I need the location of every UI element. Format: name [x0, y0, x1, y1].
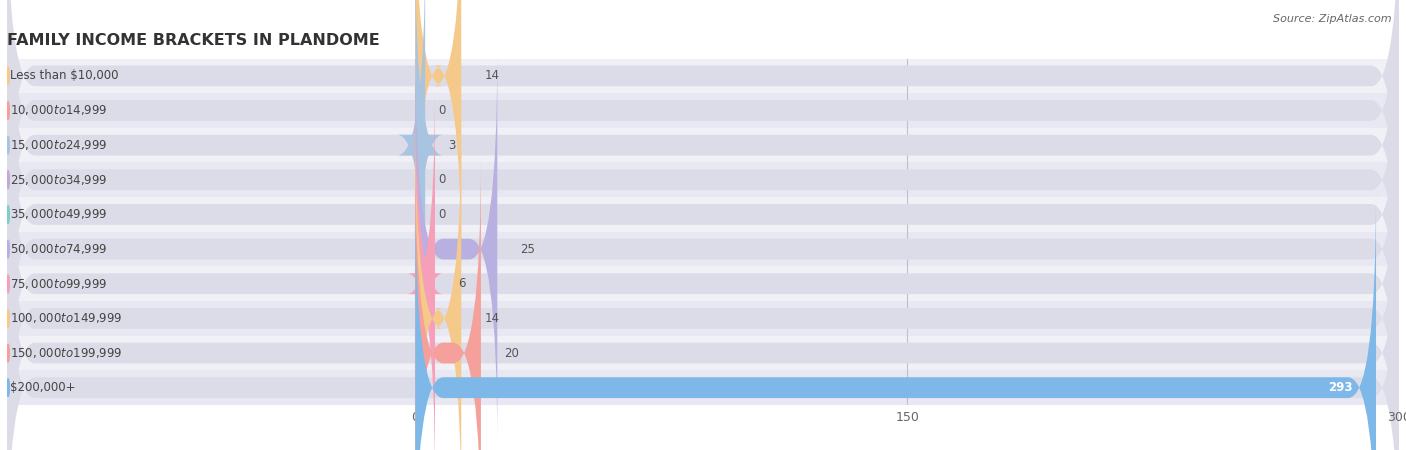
- Text: 3: 3: [449, 139, 456, 152]
- Text: 0: 0: [439, 104, 446, 117]
- Text: $150,000 to $199,999: $150,000 to $199,999: [10, 346, 122, 360]
- Bar: [7, 197, 1399, 232]
- FancyBboxPatch shape: [7, 0, 1399, 342]
- FancyBboxPatch shape: [7, 86, 1399, 450]
- Text: 14: 14: [485, 69, 499, 82]
- Bar: [7, 336, 1399, 370]
- Circle shape: [7, 275, 10, 292]
- Bar: [7, 58, 1399, 93]
- FancyBboxPatch shape: [7, 0, 1399, 308]
- Circle shape: [7, 136, 10, 154]
- FancyBboxPatch shape: [398, 0, 443, 342]
- FancyBboxPatch shape: [7, 0, 1399, 377]
- Text: $10,000 to $14,999: $10,000 to $14,999: [10, 104, 107, 117]
- Text: 14: 14: [485, 312, 499, 325]
- FancyBboxPatch shape: [7, 17, 1399, 412]
- Text: Source: ZipAtlas.com: Source: ZipAtlas.com: [1274, 14, 1392, 23]
- Text: 0: 0: [439, 208, 446, 221]
- Circle shape: [7, 310, 10, 327]
- Circle shape: [7, 379, 10, 396]
- Text: 293: 293: [1329, 381, 1353, 394]
- Bar: [7, 93, 1399, 128]
- FancyBboxPatch shape: [415, 156, 481, 450]
- FancyBboxPatch shape: [7, 121, 1399, 450]
- FancyBboxPatch shape: [415, 121, 461, 450]
- FancyBboxPatch shape: [415, 190, 1376, 450]
- Circle shape: [7, 102, 10, 119]
- Bar: [7, 370, 1399, 405]
- Text: FAMILY INCOME BRACKETS IN PLANDOME: FAMILY INCOME BRACKETS IN PLANDOME: [7, 32, 380, 48]
- Text: $75,000 to $99,999: $75,000 to $99,999: [10, 277, 107, 291]
- Text: $50,000 to $74,999: $50,000 to $74,999: [10, 242, 107, 256]
- Text: 0: 0: [439, 173, 446, 186]
- Bar: [7, 128, 1399, 162]
- FancyBboxPatch shape: [408, 86, 443, 450]
- FancyBboxPatch shape: [7, 52, 1399, 446]
- Text: 6: 6: [458, 277, 465, 290]
- FancyBboxPatch shape: [415, 52, 498, 446]
- Circle shape: [7, 344, 10, 362]
- Text: $15,000 to $24,999: $15,000 to $24,999: [10, 138, 107, 152]
- FancyBboxPatch shape: [7, 190, 1399, 450]
- Circle shape: [7, 206, 10, 223]
- Text: Less than $10,000: Less than $10,000: [10, 69, 118, 82]
- Text: $25,000 to $34,999: $25,000 to $34,999: [10, 173, 107, 187]
- Bar: [7, 162, 1399, 197]
- Circle shape: [7, 67, 10, 85]
- Text: 25: 25: [520, 243, 536, 256]
- Text: $200,000+: $200,000+: [10, 381, 75, 394]
- Text: $100,000 to $149,999: $100,000 to $149,999: [10, 311, 122, 325]
- FancyBboxPatch shape: [415, 0, 461, 273]
- Circle shape: [7, 240, 10, 258]
- Bar: [7, 266, 1399, 301]
- Bar: [7, 232, 1399, 266]
- Bar: [7, 301, 1399, 336]
- Text: $35,000 to $49,999: $35,000 to $49,999: [10, 207, 107, 221]
- Text: 20: 20: [505, 346, 519, 360]
- FancyBboxPatch shape: [7, 156, 1399, 450]
- Circle shape: [7, 171, 10, 189]
- FancyBboxPatch shape: [7, 0, 1399, 273]
